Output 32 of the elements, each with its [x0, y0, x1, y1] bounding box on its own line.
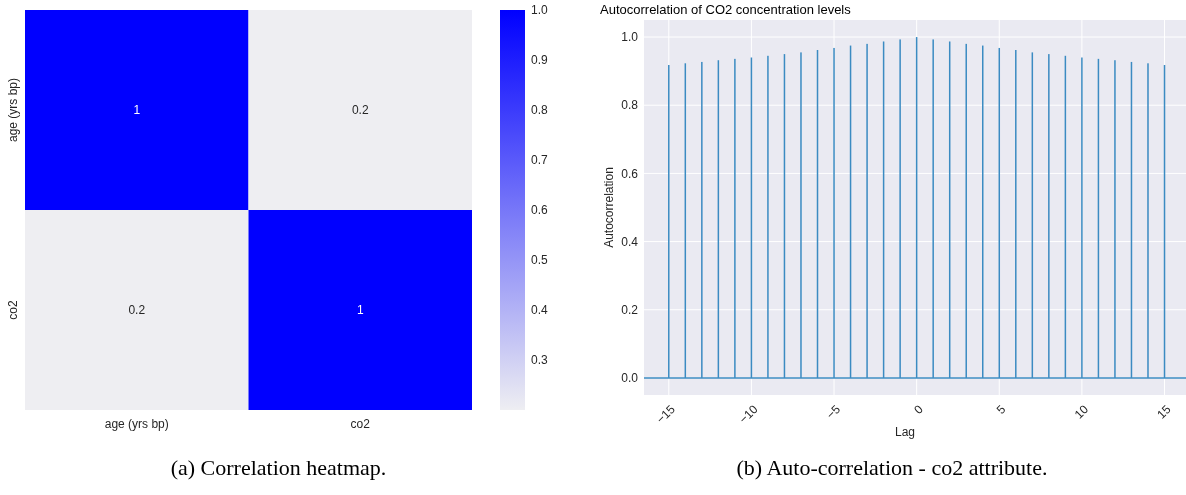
color-bar-label: 0.7	[531, 153, 549, 168]
color-bar-label: 0.5	[531, 253, 549, 268]
color-bar-label: 1.0	[531, 3, 549, 18]
color-bar-label: 0.8	[531, 103, 549, 118]
color-bar-label: 0.9	[531, 53, 549, 68]
data-label: 0.2	[128, 303, 146, 318]
x-tick-label: 15	[1154, 401, 1174, 422]
y-axis-title: Autocorrelation	[602, 167, 616, 248]
x-axis-title: Lag	[894, 425, 916, 439]
x-tick-label: age (yrs bp)	[104, 417, 169, 431]
y-tick-label: 0.8	[621, 98, 639, 113]
data-label: 1	[133, 103, 141, 118]
x-tick-label: 0	[911, 401, 926, 417]
y-tick-label: 0.4	[621, 234, 639, 249]
x-tick-label: −5	[823, 401, 844, 422]
data-label: 0.2	[351, 103, 369, 118]
x-tick-label: 10	[1071, 401, 1092, 422]
text: (b) Auto-correlation - co2 attribute.	[736, 455, 1048, 480]
chart-title: Autocorrelation of CO2 concentration levels	[600, 2, 852, 17]
color-bar-label: 0.4	[531, 303, 549, 318]
text: (a) Correlation heatmap.	[170, 455, 387, 480]
color-bar-label: 0.3	[531, 353, 549, 368]
x-tick-label: co2	[350, 417, 371, 431]
x-tick-label: 5	[993, 401, 1009, 417]
y-tick-label: 0.6	[621, 166, 639, 181]
color-bar-label: 0.6	[531, 203, 549, 218]
y-tick-label: 1.0	[621, 30, 639, 45]
x-tick-label: −15	[653, 401, 679, 427]
x-tick-label: −10	[736, 401, 761, 427]
y-tick-label: 0.2	[621, 302, 639, 317]
y-tick-label: 0.0	[621, 371, 639, 386]
data-label: 1	[356, 303, 364, 318]
